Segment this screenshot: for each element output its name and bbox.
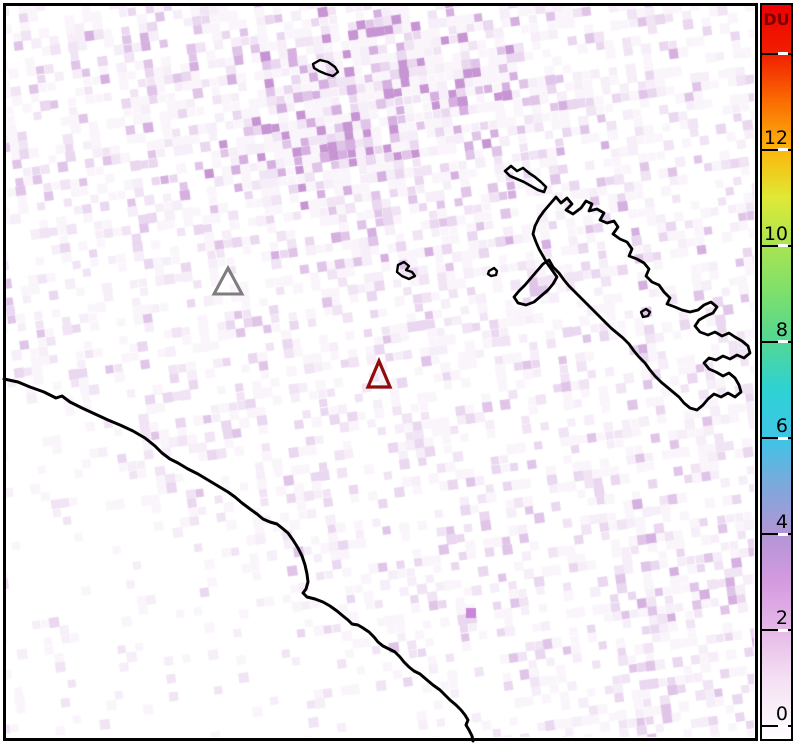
colorbar-separator [762, 52, 791, 55]
islet-a [311, 58, 340, 78]
colorbar-tick-notch [777, 244, 788, 248]
volcano-marker-red-triangle-icon [365, 356, 393, 389]
islet-c [486, 266, 499, 278]
colorbar-tick-notch [777, 52, 788, 56]
colorbar-tick-label: 0 [775, 703, 788, 726]
mainland-coastline [2, 377, 475, 743]
colorbar-separator [762, 437, 791, 439]
colorbar-tick-notch [777, 148, 788, 152]
colorbar-unit-label: DU [763, 10, 790, 29]
volcano-marker-gray-triangle-icon [211, 264, 245, 296]
colorbar-separator [762, 340, 791, 343]
islet-northwest [503, 164, 548, 194]
colorbar-tick-label: 10 [763, 222, 788, 245]
colorbar-tick-notch [777, 628, 788, 632]
colorbar-separator [762, 533, 791, 536]
colorbar-tick-label: 4 [775, 511, 788, 534]
colorbar-tick-notch [777, 724, 788, 728]
colorbar-tick-notch [777, 340, 788, 344]
colorbar-tick-label: 8 [775, 318, 788, 341]
colorbar-separator [762, 244, 791, 247]
colorbar-tick-notch [777, 436, 788, 440]
colorbar-gradient [762, 5, 791, 739]
map-border [3, 3, 758, 741]
islet-d [639, 307, 652, 319]
islet-b [395, 260, 417, 281]
colorbar-tick-label: 2 [775, 607, 788, 630]
colorbar-tick-notch [777, 532, 788, 536]
island-coastline [512, 195, 752, 412]
colorbar-separator [762, 725, 791, 728]
colorbar: 0 2 4 6 8 10 12 DU [760, 3, 793, 741]
colorbar-tick-label: 6 [775, 415, 788, 437]
colorbar-separator [762, 148, 791, 151]
colorbar-tick-label: 12 [763, 126, 788, 149]
colorbar-separator [762, 629, 791, 632]
